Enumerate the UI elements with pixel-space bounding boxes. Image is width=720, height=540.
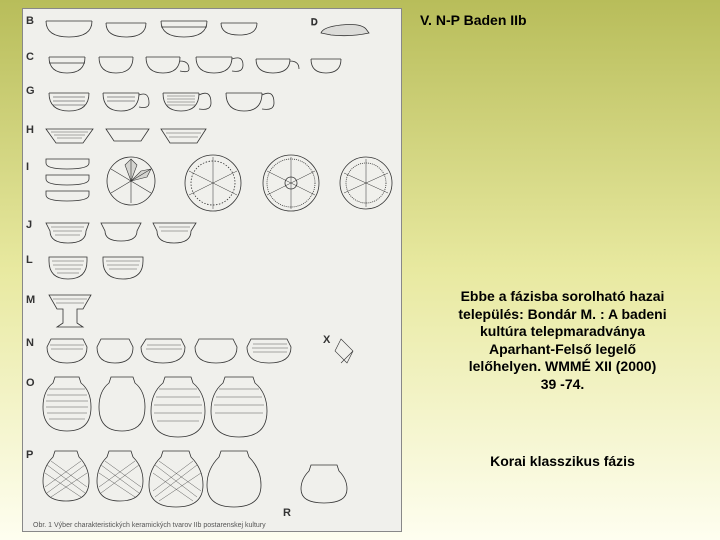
row-label-g: G [26, 85, 35, 97]
row-label-o: O [26, 377, 35, 389]
row-label-h: H [26, 124, 34, 136]
row-b-vessels: D [41, 13, 397, 47]
slide-description: Ebbe a fázisba sorolható hazai település… [420, 288, 705, 393]
row-o-vessels [41, 371, 397, 445]
figure-caption: Obr. 1 Výber charakteristických keramick… [33, 522, 266, 529]
row-label-j: J [26, 219, 32, 231]
text-panel: V. N-P Baden IIb Ebbe a fázisba sorolhat… [420, 10, 705, 530]
svg-text:D: D [311, 17, 318, 27]
row-label-m: M [26, 294, 35, 306]
slide-title: V. N-P Baden IIb [420, 12, 705, 28]
row-label-i: I [26, 161, 29, 173]
row-h-vessels [41, 121, 397, 151]
row-label-c: C [26, 51, 34, 63]
row-i-vessels [41, 151, 397, 217]
row-m-vessels [41, 291, 397, 333]
slide-subtitle: Korai klasszikus fázis [420, 453, 705, 469]
row-c-vessels [41, 47, 397, 83]
row-label-p: P [26, 449, 33, 461]
row-l-vessels [41, 251, 397, 291]
row-p-vessels [41, 445, 397, 511]
row-label-l: L [26, 254, 33, 266]
row-n-vessels [41, 333, 397, 373]
row-label-n: N [26, 337, 34, 349]
row-j-vessels [41, 217, 397, 253]
pottery-figure: B C G H I J L M N O P R X D [22, 8, 402, 532]
row-label-b: B [26, 15, 34, 27]
row-g-vessels [41, 81, 397, 121]
